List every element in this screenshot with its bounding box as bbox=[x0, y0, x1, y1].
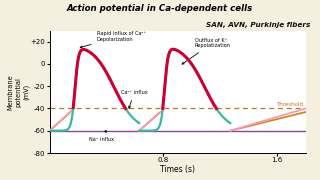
Text: Ca²⁺ influx: Ca²⁺ influx bbox=[121, 90, 148, 108]
Text: Rapid influx of Ca²⁺
Depolarization: Rapid influx of Ca²⁺ Depolarization bbox=[80, 31, 146, 48]
Text: Threshold: Threshold bbox=[276, 102, 303, 107]
Y-axis label: Membrane
potential
(mV): Membrane potential (mV) bbox=[8, 74, 29, 110]
X-axis label: Times (s): Times (s) bbox=[160, 165, 195, 174]
Text: Action potential in Ca-dependent cells: Action potential in Ca-dependent cells bbox=[67, 4, 253, 13]
Text: SAN, AVN, Purkinje fibers: SAN, AVN, Purkinje fibers bbox=[206, 22, 310, 28]
Text: Outflux of K⁺
Repolatization: Outflux of K⁺ Repolatization bbox=[182, 38, 231, 64]
Text: Na⁺ influx: Na⁺ influx bbox=[89, 130, 115, 142]
